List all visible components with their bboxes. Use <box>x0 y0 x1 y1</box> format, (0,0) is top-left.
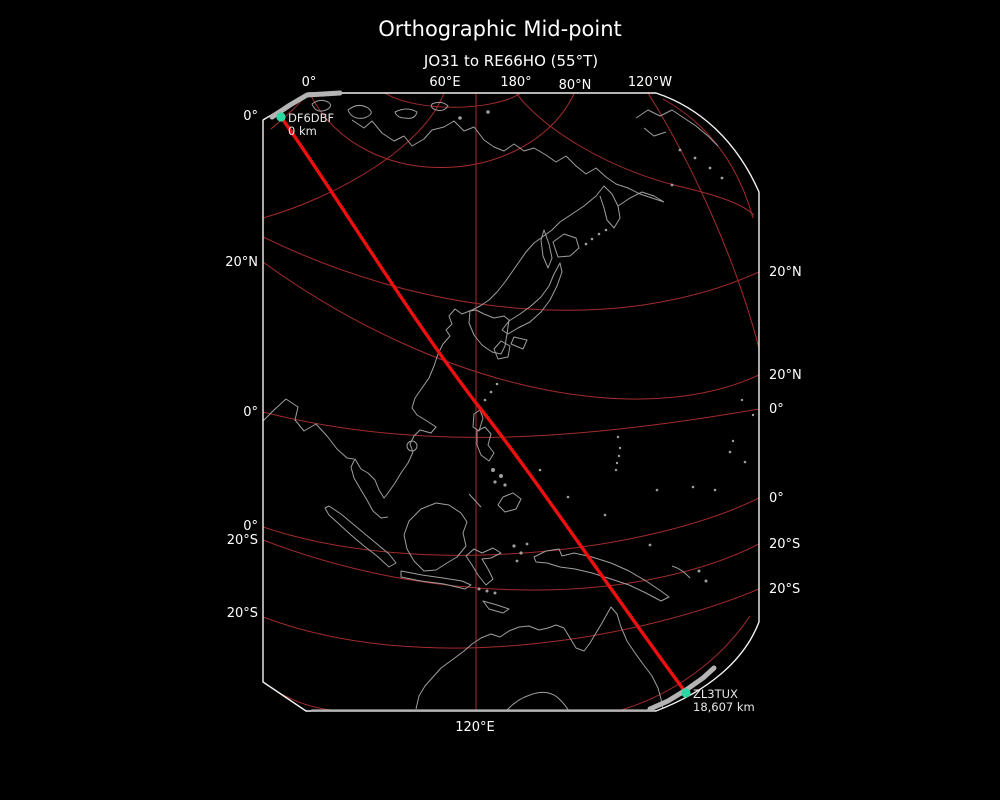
map-subtitle: JO31 to RE66HO (55°T) <box>423 52 598 70</box>
coast-alaska <box>635 109 719 147</box>
axis-label-right-4: 20°S <box>769 537 800 552</box>
coast-kamchatka <box>540 185 665 239</box>
axis-label-left-2: 0° <box>243 405 258 420</box>
parallel-80n <box>309 93 575 168</box>
coast-myanmar <box>263 398 355 460</box>
axis-label-top-1: 60°E <box>429 75 460 90</box>
coast-siberia <box>351 119 665 203</box>
coast-hainan <box>406 440 418 452</box>
axis-label-right-3: 0° <box>769 491 784 506</box>
axis-label-left-1: 20°N <box>225 255 258 270</box>
endpoint-distance-1: 18,607 km <box>693 700 755 714</box>
meridian-120w <box>647 93 759 353</box>
coast-new-guinea <box>533 548 670 602</box>
axis-label-top-2: 180° <box>500 75 531 90</box>
axis-label-right-0: 20°N <box>769 265 802 280</box>
parallel-20s-upper <box>263 539 759 591</box>
parallel-20n <box>263 261 759 400</box>
coast-sulawesi <box>465 547 502 586</box>
map-border <box>262 92 760 712</box>
coast-java <box>400 570 472 590</box>
axis-label-right-1: 20°N <box>769 368 802 383</box>
axis-label-left-4: 20°S <box>227 533 258 548</box>
endpoint-distance-0: 0 km <box>288 124 317 138</box>
axis-label-top-4: 120°W <box>628 75 672 90</box>
parallel-40n <box>263 236 759 311</box>
parallel-20s-lower <box>263 588 759 649</box>
axis-label-top-0: 0° <box>302 75 317 90</box>
coast-kyushu-shikoku <box>493 336 528 360</box>
axis-label-right-2: 0° <box>769 402 784 417</box>
coast-honshu <box>501 262 563 335</box>
coast-new-britain <box>671 565 691 579</box>
coast-arctic-islands <box>311 99 449 119</box>
meridian-180 <box>515 93 755 216</box>
graticule <box>263 93 759 711</box>
coast-australian-bight <box>505 691 570 711</box>
axis-label-left-0: 0° <box>243 109 258 124</box>
endpoint-dot-DF6DBF <box>276 112 286 122</box>
coast-mindanao <box>497 492 522 513</box>
axis-label-bottom-0: 120°E <box>455 720 495 735</box>
axis-label-right-5: 20°S <box>769 582 800 597</box>
coast-borneo <box>403 502 468 572</box>
axis-labels: 0° 60°E 180° 80°N 120°W120°E0°20°N0°0°20°S20… <box>225 75 802 735</box>
coast-korea <box>468 309 510 355</box>
parallel-0-upper <box>263 408 759 438</box>
limb-land <box>269 90 717 712</box>
coast-palawan <box>468 493 482 508</box>
parallel-0-lower <box>263 497 759 556</box>
island-dots <box>458 110 755 595</box>
page-title: Orthographic Mid-point <box>378 17 622 41</box>
great-circle-path <box>279 116 688 695</box>
endpoint-callsign-1: ZL3TUX <box>693 687 738 701</box>
axis-label-left-3: 0° <box>243 519 258 534</box>
coast-hokkaido <box>552 233 580 258</box>
coast-amur <box>471 237 542 311</box>
parallel-limb-bl <box>263 681 346 711</box>
coast-sumatra <box>324 505 397 568</box>
coast-timor <box>482 600 510 614</box>
axis-label-top-3: 80°N <box>559 78 592 93</box>
endpoint-dot-ZL3TUX <box>681 688 691 698</box>
axis-label-left-5: 20°S <box>227 606 258 621</box>
coast-limb-europe <box>269 90 343 120</box>
parallel-limb-tr <box>662 98 754 219</box>
parallel-85n <box>384 93 522 108</box>
parallel-limb-br <box>617 615 751 711</box>
coast-sakhalin <box>540 229 553 269</box>
map-area <box>263 93 759 711</box>
coastlines <box>263 99 755 711</box>
endpoint-callsign-0: DF6DBF <box>288 111 334 125</box>
coast-taiwan <box>472 409 484 432</box>
coast-luzon <box>476 426 495 462</box>
meridian-60e <box>263 93 445 219</box>
coast-australia <box>415 606 664 711</box>
coast-china-indochina <box>350 308 473 519</box>
